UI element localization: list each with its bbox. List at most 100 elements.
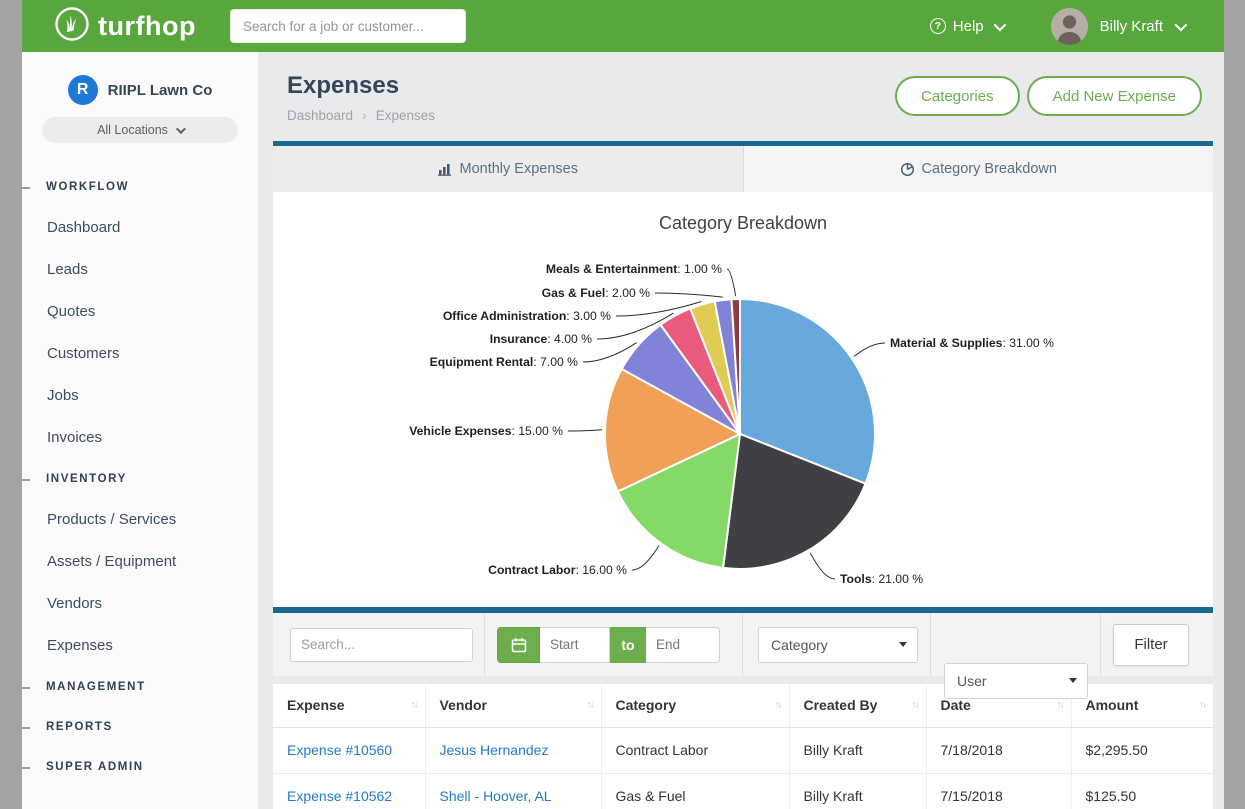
sidebar: R RIIPL Lawn Co All Locations WORKFLOWDa… [22,52,258,809]
column-header-amount[interactable]: Amount ↑↓ [1071,684,1213,727]
cell-link-expense[interactable]: Expense #10560 [273,727,425,773]
main-content: Expenses Dashboard Expenses Categories Ad… [258,52,1224,809]
cell-link-expense[interactable]: Expense #10562 [273,773,425,809]
sort-icon[interactable]: ↑↓ [775,700,781,711]
column-header-vendor[interactable]: Vendor ↑↓ [425,684,601,727]
date-range-picker: to [497,627,720,663]
tab-monthly-expenses[interactable]: Monthly Expenses [273,146,744,192]
company-row: R RIIPL Lawn Co [22,52,258,105]
cell-link-vendor[interactable]: Jesus Hernandez [425,727,601,773]
sidebar-item-products-services[interactable]: Products / Services [22,499,258,541]
pie-chart-panel: Category Breakdown Material & Supplies: … [273,192,1213,607]
date-start-input[interactable] [540,627,610,663]
sort-icon[interactable]: ↑↓ [1199,700,1205,711]
user-name[interactable]: Billy Kraft [1100,18,1163,35]
bar-chart-icon [438,162,453,176]
global-search-input[interactable] [230,9,466,43]
chevron-down-icon[interactable] [1175,18,1188,31]
sidebar-item-leads[interactable]: Leads [22,249,258,291]
column-header-created-by[interactable]: Created By↑↓ [789,684,926,727]
turfhop-logo[interactable]: turfhop [54,6,196,47]
sidebar-nav: WORKFLOWDashboardLeadsQuotesCustomersJob… [22,167,258,787]
sidebar-section-workflow[interactable]: WORKFLOW [22,167,258,207]
breadcrumb-separator-icon [353,108,376,123]
breadcrumb: Dashboard Expenses [287,107,435,123]
filter-divider [1100,613,1101,676]
location-filter-dropdown[interactable]: All Locations [42,117,238,143]
expenses-table: Expense↑↓Vendor↑↓Category↑↓Created By↑↓D… [273,684,1213,809]
tab-label: Category Breakdown [922,161,1057,177]
filter-bar: to Category User Filter [273,607,1213,676]
pie-label-insurance: Insurance: 4.00 % [490,332,592,346]
add-new-expense-button[interactable]: Add New Expense [1027,76,1202,116]
turfhop-logo-icon [54,6,90,47]
table-search-input[interactable] [290,628,473,662]
pie-label-line [854,343,885,356]
calendar-button[interactable] [497,627,540,663]
expenses-table-wrap: Expense↑↓Vendor↑↓Category↑↓Created By↑↓D… [273,684,1213,809]
cell-created-by: Billy Kraft [789,727,926,773]
desktop-background: { "brand": { "name": "turfhop" }, "heade… [0,0,1245,809]
cell-category: Gas & Fuel [601,773,789,809]
sidebar-item-jobs[interactable]: Jobs [22,375,258,417]
categories-button[interactable]: Categories [895,76,1020,116]
column-header-expense[interactable]: Expense ↑↓ [273,684,425,727]
column-header-date[interactable]: Date ↑↓ [926,684,1071,727]
table-header-row: Expense↑↓Vendor↑↓Category↑↓Created By↑↓D… [273,684,1213,727]
sidebar-item-invoices[interactable]: Invoices [22,417,258,459]
sidebar-section-inventory[interactable]: INVENTORY [22,459,258,499]
sort-icon[interactable]: ↑↓ [1057,700,1063,711]
company-badge: R [68,75,98,105]
pie-label-line [727,269,736,296]
sidebar-item-vendors[interactable]: Vendors [22,583,258,625]
breadcrumb-expenses: Expenses [376,108,435,123]
filter-divider [484,613,485,676]
sort-icon[interactable]: ↑↓ [912,700,918,711]
sort-icon[interactable]: ↑↓ [411,700,417,711]
pie-chart: Category Breakdown Material & Supplies: … [273,192,1213,602]
help-icon: ? [930,18,946,34]
pie-label-equipment-rental: Equipment Rental: 7.00 % [430,355,578,369]
tab-category-breakdown[interactable]: Category Breakdown [744,146,1214,192]
category-select-value: Category [771,637,828,653]
filter-button[interactable]: Filter [1113,624,1189,666]
pie-label-vehicle-expenses: Vehicle Expenses: 15.00 % [409,424,563,438]
sidebar-item-dashboard[interactable]: Dashboard [22,207,258,249]
sidebar-section-management[interactable]: MANAGEMENT [22,667,258,707]
pie-label-line [810,553,835,579]
sidebar-item-quotes[interactable]: Quotes [22,291,258,333]
page-actions: Categories Add New Expense [888,76,1202,116]
cell-amount: $125.50 [1071,773,1213,809]
company-name: RIIPL Lawn Co [108,82,213,99]
date-end-input[interactable] [646,627,720,663]
column-label: Date [941,697,971,713]
column-header-category[interactable]: Category ↑↓ [601,684,789,727]
chevron-down-icon [176,124,186,134]
column-label: Amount [1086,697,1139,713]
category-select[interactable]: Category [758,627,918,663]
pie-label-office-administration: Office Administration: 3.00 % [443,309,611,323]
sort-icon[interactable]: ↑↓ [587,700,593,711]
pie-label-material-supplies: Material & Supplies: 31.00 % [890,336,1054,350]
pie-label-line [568,430,602,431]
help-label: Help [953,18,984,35]
top-right-controls: ? Help Billy Kraft [930,8,1184,45]
user-avatar[interactable] [1051,8,1088,45]
pie-label-line [655,293,723,297]
sidebar-item-customers[interactable]: Customers [22,333,258,375]
column-label: Category [616,697,677,713]
sidebar-section-reports[interactable]: REPORTS [22,707,258,747]
dropdown-caret-icon [899,642,907,647]
pie-label-contract-labor: Contract Labor: 16.00 % [488,563,627,577]
help-menu[interactable]: ? Help [930,18,1003,35]
sidebar-section-super-admin[interactable]: SUPER ADMIN [22,747,258,787]
page-title: Expenses [287,72,435,100]
breadcrumb-dashboard[interactable]: Dashboard [287,108,353,123]
cell-amount: $2,295.50 [1071,727,1213,773]
chart-title: Category Breakdown [659,213,827,233]
cell-link-vendor[interactable]: Shell - Hoover, AL [425,773,601,809]
column-label: Expense [287,697,345,713]
sidebar-item-assets-equipment[interactable]: Assets / Equipment [22,541,258,583]
column-label: Vendor [440,697,487,713]
sidebar-item-expenses[interactable]: Expenses [22,625,258,667]
